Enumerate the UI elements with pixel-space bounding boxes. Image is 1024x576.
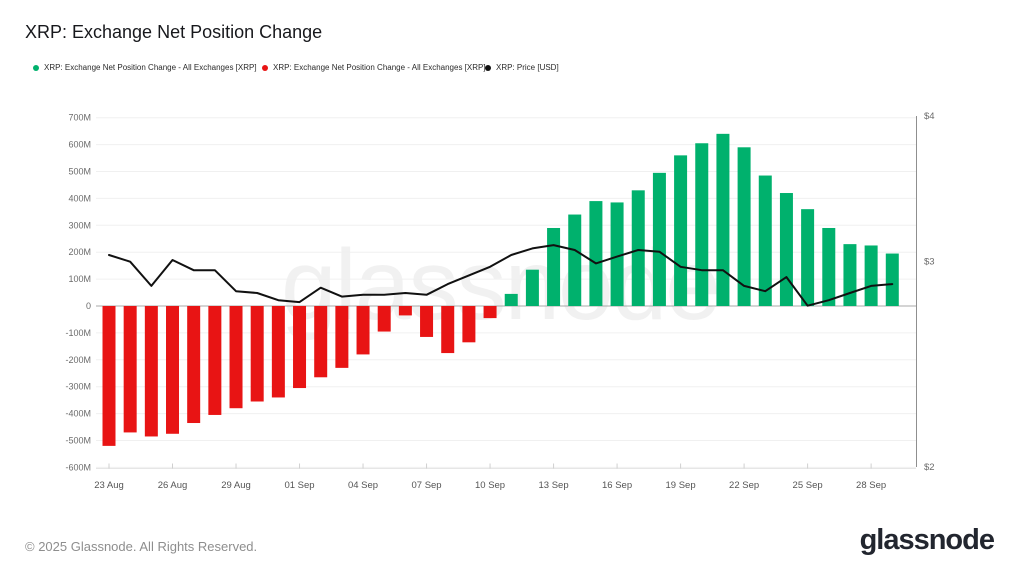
legend-green-dot-icon [33, 64, 39, 71]
net-position-bar [631, 190, 645, 306]
net-position-bar [187, 306, 201, 424]
y-axis-left-label: -500M [65, 436, 91, 446]
x-axis-label: 13 Sep [539, 480, 569, 491]
net-position-bar [271, 306, 285, 398]
net-position-bar [801, 209, 815, 306]
net-position-bar [843, 244, 857, 306]
net-position-bar [462, 306, 476, 343]
net-position-bar [102, 306, 116, 446]
legend-label: XRP: Exchange Net Position Change - All … [273, 63, 486, 72]
x-axis-label: 22 Sep [729, 480, 759, 491]
net-position-bar [716, 133, 730, 306]
x-axis-label: 01 Sep [284, 480, 314, 491]
y-axis-left-label: -200M [65, 355, 91, 365]
glassnode-logo: glassnode [859, 524, 995, 556]
net-position-bar [737, 147, 751, 306]
net-position-bar [441, 306, 455, 354]
y-axis-left-label: 400M [68, 193, 91, 203]
x-axis-label: 19 Sep [666, 480, 696, 491]
net-position-bar [652, 172, 666, 306]
net-position-bar [123, 306, 137, 433]
y-axis-left-label: 0 [86, 301, 91, 311]
net-position-bar [822, 227, 836, 306]
net-position-bar [144, 306, 158, 437]
legend: XRP: Exchange Net Position Change - All … [0, 63, 1024, 79]
net-position-bar [250, 306, 264, 402]
y-axis-right-label: $3 [924, 257, 935, 268]
x-axis-label: 26 Aug [158, 480, 188, 491]
legend-item-net-position-negative[interactable]: XRP: Exchange Net Position Change - All … [262, 63, 486, 72]
net-position-bar [547, 227, 561, 306]
legend-item-net-position-positive[interactable]: XRP: Exchange Net Position Change - All … [33, 63, 257, 72]
x-axis-label: 25 Sep [793, 480, 823, 491]
net-position-bar [674, 155, 688, 306]
net-position-bar [885, 253, 899, 306]
net-position-bar [208, 306, 222, 415]
net-position-bar [356, 306, 370, 355]
net-position-bar [166, 306, 180, 434]
x-axis-label: 28 Sep [856, 480, 886, 491]
y-axis-left-label: -100M [65, 328, 91, 338]
y-axis-left-label: -600M [65, 462, 91, 472]
net-position-bar [335, 306, 349, 368]
y-axis-left-label: 200M [68, 247, 91, 257]
net-position-bar [589, 201, 603, 306]
net-position-bar [398, 306, 412, 316]
page-title: XRP: Exchange Net Position Change [25, 22, 323, 42]
net-position-bar [314, 306, 328, 378]
y-axis-left-label: -300M [65, 382, 91, 392]
price-line [108, 244, 894, 307]
net-position-bar [229, 306, 243, 409]
net-position-bar [420, 306, 434, 337]
net-position-bar [504, 293, 518, 306]
y-axis-right-label: $4 [924, 111, 935, 122]
net-position-bar [377, 306, 391, 332]
legend-item-price[interactable]: XRP: Price [USD] [485, 63, 559, 72]
y-axis-left-label: 500M [68, 167, 91, 177]
y-axis-left-label: 300M [68, 220, 91, 230]
legend-red-dot-icon [262, 64, 268, 71]
net-position-bar [483, 306, 497, 319]
legend-label: XRP: Exchange Net Position Change - All … [44, 63, 257, 72]
x-axis-label: 10 Sep [475, 480, 505, 491]
x-axis-label: 16 Sep [602, 480, 632, 491]
y-axis-left-label: -400M [65, 409, 91, 419]
net-position-bar [758, 175, 772, 306]
legend-black-dot-icon [485, 64, 491, 71]
y-axis-left-label: 100M [68, 274, 91, 284]
y-axis-left-label: 700M [68, 113, 91, 123]
copyright-text: © 2025 Glassnode. All Rights Reserved. [25, 539, 258, 554]
net-position-bar [695, 143, 709, 306]
net-position-bar [568, 214, 582, 306]
net-position-bar [779, 193, 793, 306]
x-axis-label: 04 Sep [348, 480, 378, 491]
x-axis-label: 29 Aug [221, 480, 251, 491]
net-position-bar [610, 202, 624, 306]
x-axis-label: 23 Aug [94, 480, 124, 491]
y-axis-right-label: $2 [924, 462, 935, 473]
legend-label: XRP: Price [USD] [496, 63, 559, 72]
net-position-bar [525, 269, 539, 306]
y-axis-left-label: 600M [68, 140, 91, 150]
net-position-bar [293, 306, 307, 389]
net-position-bar [864, 245, 878, 306]
x-axis-label: 07 Sep [411, 480, 441, 491]
